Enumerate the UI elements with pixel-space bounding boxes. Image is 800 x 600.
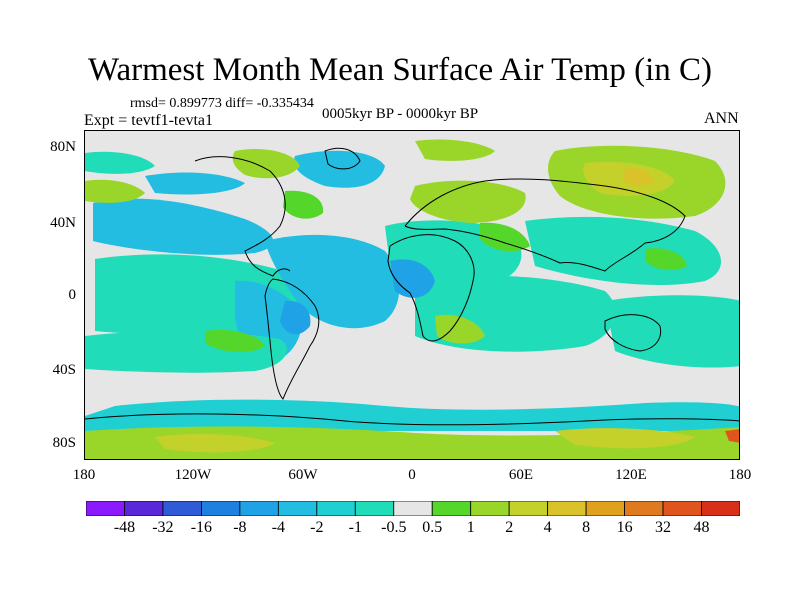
colorbar-box (662, 501, 702, 516)
colorbar-label: 2 (505, 519, 514, 536)
lon-tick-180-west: 180 (72, 467, 96, 483)
colorbar-label: -0.5 (381, 519, 407, 536)
colorbar-label: 32 (655, 519, 671, 536)
colorbar-label: 0.5 (422, 519, 443, 536)
eurasia-coast (404, 178, 686, 272)
colorbar-box (470, 501, 510, 516)
colorbar-box (393, 501, 433, 516)
plot-title: Warmest Month Mean Surface Air Temp (in … (87, 52, 713, 88)
colorbar-box (585, 501, 625, 516)
colorbar-box (162, 501, 202, 516)
lon-tick-180-east: 180 (728, 467, 752, 483)
season-label: ANN (704, 110, 739, 127)
colorbar-box (431, 501, 472, 516)
colorbar (86, 501, 740, 516)
antarctica-coast (85, 413, 739, 426)
colorbar-label: -48 (113, 519, 136, 536)
colorbar-label: -2 (310, 519, 324, 536)
colorbar-label: 1 (466, 519, 475, 536)
colorbar-label: 4 (543, 519, 552, 536)
colorbar-box (624, 501, 664, 516)
experiment-label: Expt = tevtf1-tevta1 (84, 112, 213, 129)
colorbar-box (316, 501, 356, 516)
colorbar-box (701, 501, 740, 516)
colorbar-label: -32 (152, 519, 174, 536)
colorbar-label: -4 (271, 519, 286, 536)
australia-coast (604, 314, 662, 352)
colorbar-label: -8 (233, 519, 247, 536)
lat-tick-0: 0 (68, 287, 77, 303)
lon-tick-120e: 120E (615, 467, 647, 483)
lat-tick-40s: 40S (52, 362, 76, 378)
colorbar-box (508, 501, 549, 516)
north-america-coast (194, 156, 291, 277)
period-label: 0005kyr BP - 0000kyr BP (322, 106, 479, 122)
colorbar-box (354, 501, 395, 516)
lon-tick-0: 0 (408, 467, 416, 483)
colorbar-label: -16 (190, 519, 213, 536)
coastlines (85, 147, 739, 426)
africa-coast (387, 234, 475, 342)
south-america-coast (264, 278, 320, 400)
temperature-map (85, 131, 739, 459)
stats-text: rmsd= 0.899773 diff= -0.335434 (130, 96, 314, 111)
colorbar-box (239, 501, 279, 516)
lon-tick-120w: 120W (174, 467, 212, 483)
colorbar-box (124, 501, 164, 516)
lon-tick-60w: 60W (288, 467, 318, 483)
colorbar-box (201, 501, 241, 516)
colorbar-box (277, 501, 318, 516)
map-panel (84, 130, 740, 460)
lat-tick-80n: 80N (50, 139, 76, 155)
colorbar-label: 48 (693, 519, 710, 536)
colorbar-box (547, 501, 587, 516)
lon-tick-60e: 60E (508, 467, 534, 483)
colorbar-label: 16 (616, 519, 633, 536)
lat-tick-80s: 80S (52, 435, 76, 451)
colorbar-label: -1 (348, 519, 362, 536)
lat-tick-40n: 40N (50, 215, 76, 231)
colorbar-box (86, 501, 125, 516)
warming-regions (85, 139, 739, 459)
greenland-coast (324, 147, 361, 170)
colorbar-label: 8 (582, 519, 591, 536)
